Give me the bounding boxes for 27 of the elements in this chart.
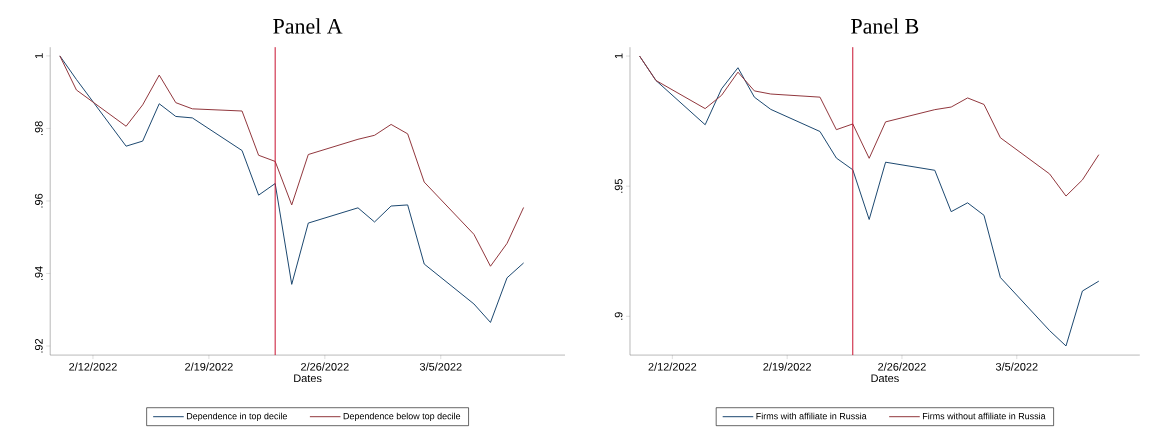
y-tick-label: .96 [34,193,43,208]
x-tick-label: 2/19/2022 [185,362,233,371]
x-axis-title: Dates [294,374,322,383]
chart-title: Panel B [851,18,919,34]
legend-label: Firms with affiliate in Russia [756,412,867,420]
x-tick-label: 2/26/2022 [301,362,349,371]
y-tick-label: .92 [34,338,43,353]
line-series [639,55,1100,197]
x-axis-title: Dates [871,374,899,383]
legend-label: Firms without affiliate in Russia [922,412,1046,420]
y-tick-label: .98 [34,121,43,135]
line-series [59,55,525,323]
x-tick-label: 2/12/2022 [648,362,697,371]
y-tick-label: 1 [614,53,623,59]
legend-label: Dependence below top decile [343,412,461,421]
y-tick-label: .94 [34,266,43,280]
x-tick-label: 3/5/2022 [995,362,1038,371]
x-tick-label: 2/19/2022 [763,362,811,371]
x-tick-label: 3/5/2022 [419,362,462,371]
chart-title: Panel A [273,18,343,34]
y-tick-label: 1 [35,53,43,58]
y-tick-label: .9 [614,312,623,320]
x-tick-label: 2/12/2022 [69,362,117,371]
y-tick-label: .95 [614,178,623,193]
legend-label: Dependence in top decile [186,412,287,421]
x-tick-label: 2/26/2022 [878,362,926,371]
line-series [59,55,525,267]
